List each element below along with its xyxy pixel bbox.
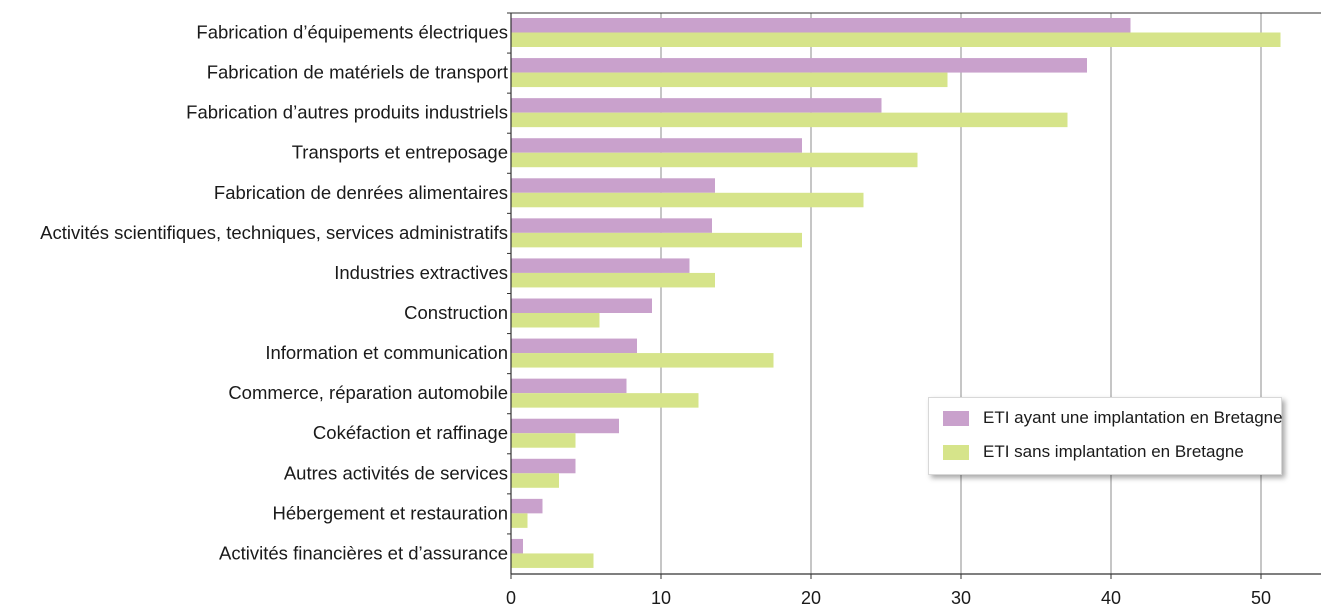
x-tick-label-10: 10 xyxy=(651,588,671,607)
legend-label-series-1: ETI ayant une implantation en Bretagne xyxy=(983,408,1283,427)
legend-swatch-series-2 xyxy=(943,444,969,460)
category-label-9: Commerce, réparation automobile xyxy=(228,382,508,403)
bar-series-2-5 xyxy=(511,232,802,248)
bar-series-1-12 xyxy=(511,498,543,514)
gridlines xyxy=(660,13,1262,574)
x-tick-label-50: 50 xyxy=(1251,588,1271,607)
legend-swatch-series-1 xyxy=(943,410,969,426)
bar-series-1-11 xyxy=(511,458,576,474)
category-label-6: Industries extractives xyxy=(334,262,508,283)
category-label-2: Fabrication d’autres produits industriel… xyxy=(186,102,508,123)
bar-series-2-10 xyxy=(511,433,576,448)
legend: ETI ayant une implantation en Bretagne E… xyxy=(928,397,1283,475)
bar-series-1-0 xyxy=(511,18,1131,33)
bar-series-1-8 xyxy=(511,338,637,354)
legend-label-series-2: ETI sans implantation en Bretagne xyxy=(983,442,1244,461)
category-label-0: Fabrication d’équipements électriques xyxy=(196,22,508,43)
axes xyxy=(507,12,1321,579)
bars xyxy=(511,18,1281,568)
bar-series-1-3 xyxy=(511,138,802,153)
legend-item-series-2: ETI sans implantation en Bretagne xyxy=(943,440,1244,464)
x-tick-label-20: 20 xyxy=(801,588,821,607)
bar-series-1-10 xyxy=(511,418,619,434)
category-label-12: Hébergement et restauration xyxy=(273,502,509,523)
bar-series-2-2 xyxy=(511,112,1068,128)
bar-series-2-11 xyxy=(511,473,559,488)
category-label-4: Fabrication de denrées alimentaires xyxy=(214,182,508,203)
category-label-7: Construction xyxy=(404,302,508,323)
x-tick-labels: 0 10 20 30 40 50 xyxy=(506,588,1271,608)
bar-series-2-8 xyxy=(511,353,774,368)
bar-series-2-7 xyxy=(511,313,600,328)
bar-series-1-6 xyxy=(511,258,690,273)
x-tick-label-0: 0 xyxy=(506,588,516,607)
bar-series-2-4 xyxy=(511,192,864,208)
bar-series-2-12 xyxy=(511,513,528,528)
bar-series-2-1 xyxy=(511,72,948,88)
bar-series-2-13 xyxy=(511,553,594,568)
bar-series-2-9 xyxy=(511,393,699,408)
bar-series-1-2 xyxy=(511,98,882,113)
bar-series-1-13 xyxy=(511,538,523,554)
category-label-3: Transports et entreposage xyxy=(292,142,508,163)
x-tick-label-30: 30 xyxy=(951,588,971,607)
category-label-10: Cokéfaction et raffinage xyxy=(313,422,508,443)
bar-series-1-9 xyxy=(511,378,627,394)
legend-item-series-1: ETI ayant une implantation en Bretagne xyxy=(943,406,1283,430)
bar-series-1-7 xyxy=(511,298,652,313)
bar-series-1-4 xyxy=(511,178,715,193)
bar-series-1-5 xyxy=(511,218,712,233)
bar-series-2-3 xyxy=(511,152,918,168)
category-label-11: Autres activités de services xyxy=(284,462,508,483)
category-labels: Fabrication d’équipements électriques Fab… xyxy=(40,22,508,564)
category-label-1: Fabrication de matériels de transport xyxy=(207,62,508,83)
category-label-13: Activités financières et d’assurance xyxy=(219,542,508,563)
bar-series-2-0 xyxy=(511,32,1281,47)
category-label-8: Information et communication xyxy=(265,342,508,363)
bar-series-1-1 xyxy=(511,58,1087,73)
x-tick-label-40: 40 xyxy=(1101,588,1121,607)
bar-series-2-6 xyxy=(511,272,715,288)
category-label-5: Activités scientifiques, techniques, ser… xyxy=(40,222,508,243)
